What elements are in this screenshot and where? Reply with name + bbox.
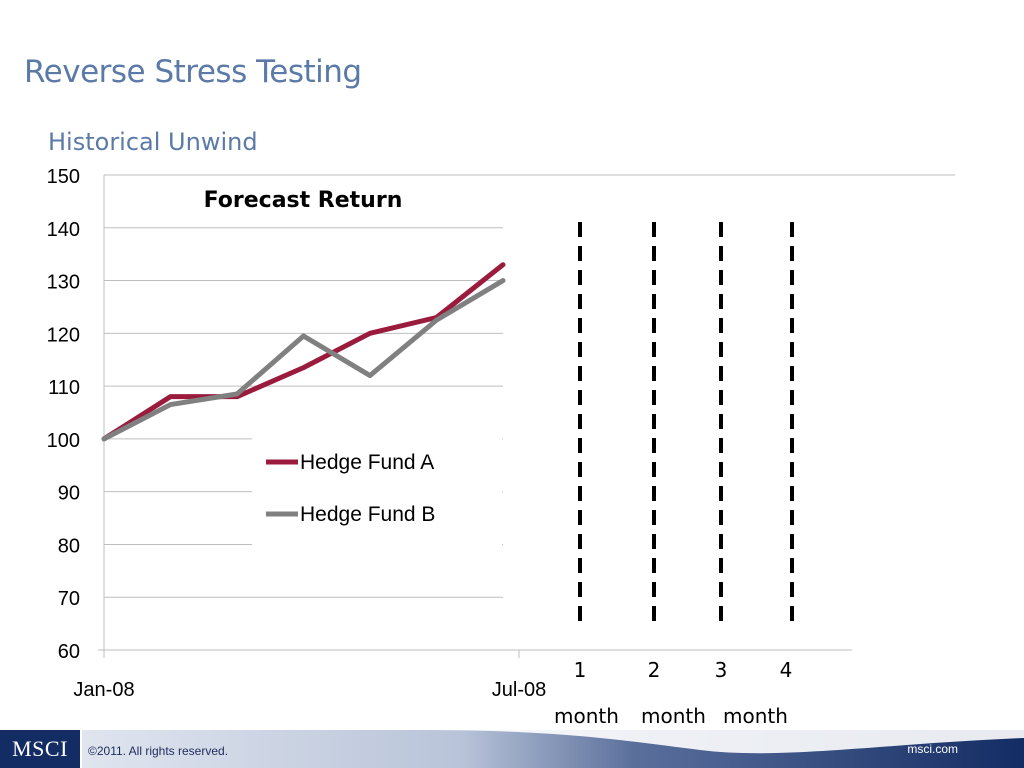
legend-label: Hedge Fund B bbox=[300, 503, 435, 526]
x-tick-label: Jan-08 bbox=[73, 679, 134, 701]
copyright-text: ©2011. All rights reserved. bbox=[88, 744, 229, 758]
footer-url[interactable]: msci.com bbox=[907, 742, 958, 756]
y-tick-label: 130 bbox=[47, 272, 80, 294]
y-tick-label: 140 bbox=[47, 219, 80, 241]
forecast-return-chart: 150 140 130 120 110 100 90 80 70 60 Jan-08 Jul-08 H… bbox=[47, 166, 955, 701]
slide-title: Reverse Stress Testing bbox=[24, 54, 362, 90]
x-tick-label: Jul-08 bbox=[492, 679, 546, 701]
series-line-b bbox=[101, 278, 506, 442]
legend-label: Hedge Fund A bbox=[300, 451, 434, 474]
month-number: 1 bbox=[573, 658, 587, 682]
y-tick-label: 100 bbox=[47, 430, 80, 452]
footer: MSCI ©2011. All rights reserved. msci.co… bbox=[0, 730, 1024, 768]
y-tick-label: 150 bbox=[47, 166, 80, 188]
y-tick-label: 90 bbox=[58, 483, 80, 505]
series-line-a bbox=[101, 262, 506, 442]
slide-subtitle: Historical Unwind bbox=[48, 128, 258, 156]
msci-logo: MSCI bbox=[0, 730, 82, 768]
y-tick-label: 120 bbox=[47, 324, 80, 346]
logo-text: MSCI bbox=[12, 736, 68, 761]
chart-title: Forecast Return bbox=[204, 188, 403, 213]
month-word: month bbox=[641, 704, 706, 728]
month-word: month bbox=[723, 704, 788, 728]
month-word: month bbox=[554, 704, 619, 728]
y-tick-label: 60 bbox=[58, 641, 80, 663]
y-tick-label: 70 bbox=[58, 588, 80, 610]
y-tick-label: 110 bbox=[48, 377, 80, 399]
y-tick-label: 80 bbox=[58, 535, 80, 557]
legend-box bbox=[252, 438, 502, 548]
footer-wave bbox=[0, 730, 1024, 768]
month-number: 3 bbox=[714, 658, 728, 682]
month-number: 2 bbox=[647, 658, 661, 682]
month-number: 4 bbox=[779, 658, 793, 682]
